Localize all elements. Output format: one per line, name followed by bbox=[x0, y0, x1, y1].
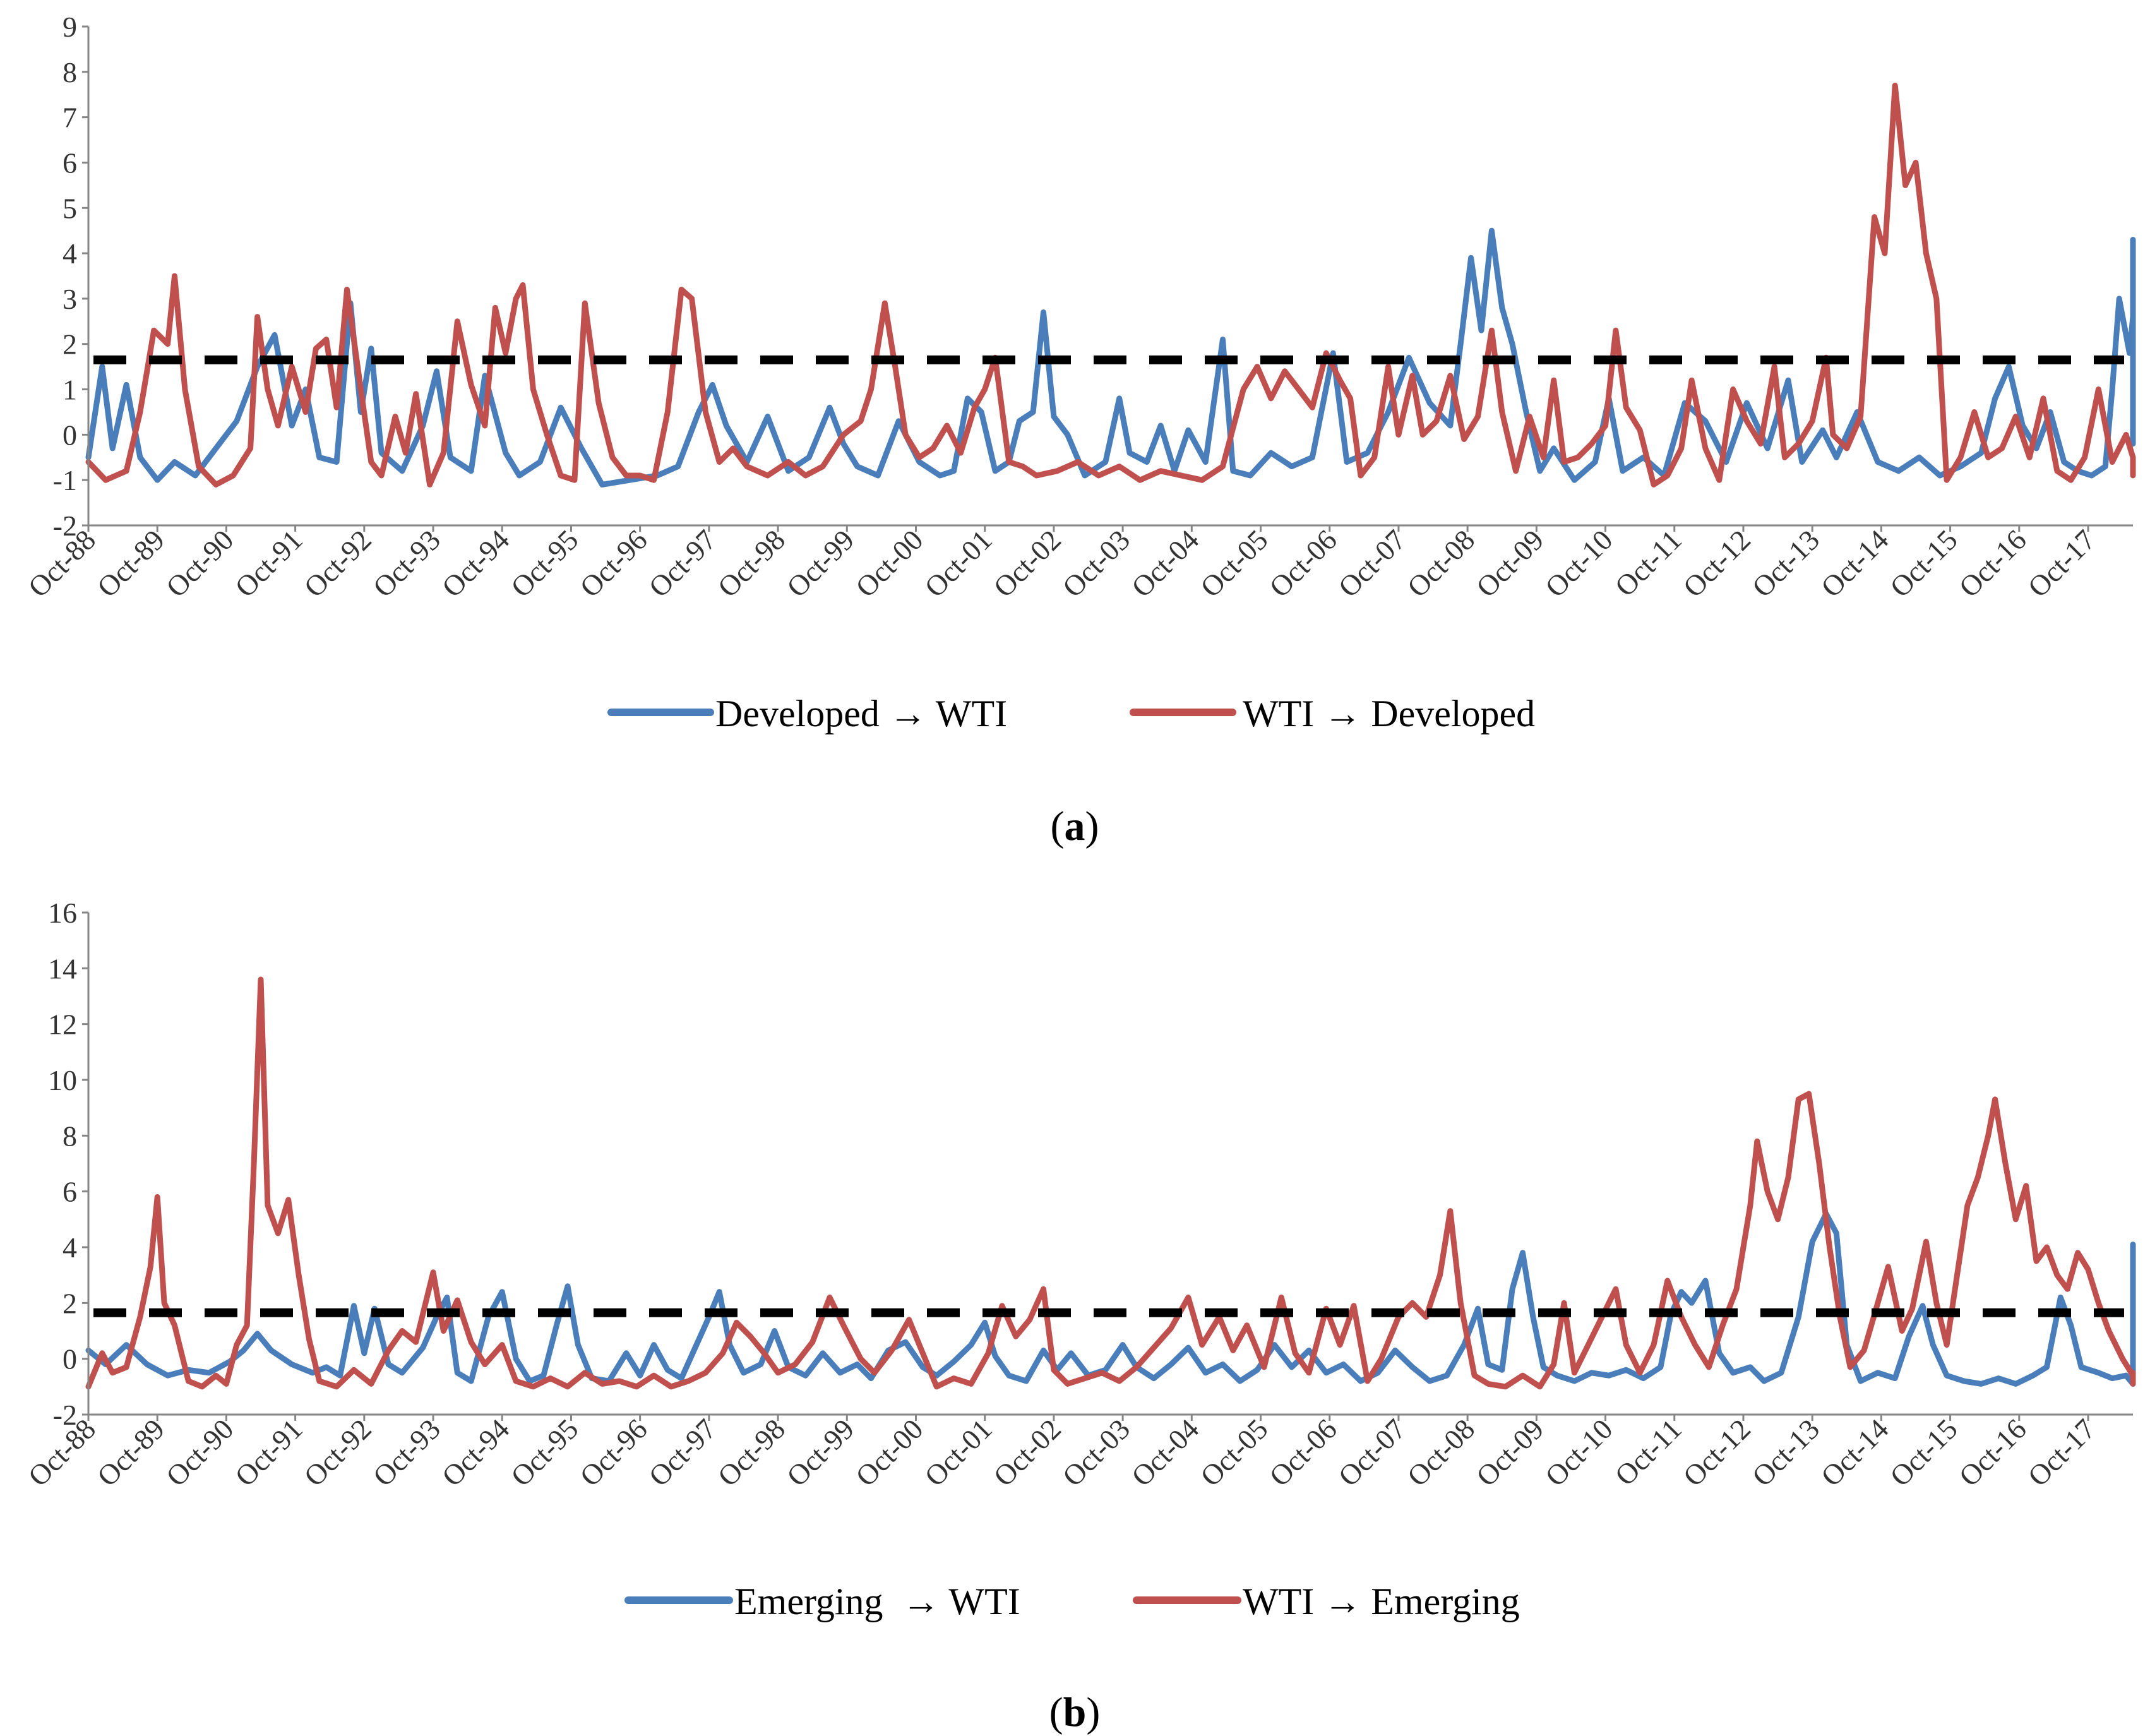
legend-b-label-wti-to-emerging: WTI → Emerging bbox=[1243, 1581, 1520, 1622]
y-tick-label: 5 bbox=[63, 192, 77, 224]
y-tick-label: 14 bbox=[48, 952, 77, 985]
y-tick-label: 10 bbox=[48, 1064, 77, 1096]
y-tick-label: 6 bbox=[63, 147, 77, 179]
y-tick-label: 8 bbox=[63, 56, 77, 88]
y-tick-label: 4 bbox=[63, 1231, 77, 1264]
y-tick-label: -2 bbox=[53, 510, 77, 542]
legend-a-label-developed-to-wti: Developed → WTI bbox=[715, 693, 1007, 734]
y-tick-label: 0 bbox=[63, 1343, 77, 1375]
y-tick-label: -2 bbox=[53, 1399, 77, 1431]
series-line-wti-to-emerging bbox=[85, 976, 2136, 1390]
panel-b-y-tick-labels: -2 0 2 4 6 8 10 12 14 16 bbox=[48, 897, 88, 1431]
series-line-emerging-to-wti bbox=[85, 1211, 2136, 1387]
y-tick-label: 7 bbox=[63, 102, 77, 134]
panel-a-legend: Developed → WTI WTI → Developed bbox=[607, 693, 1535, 734]
series-line-developed-to-wti bbox=[85, 227, 2136, 488]
y-tick-label: 2 bbox=[63, 328, 77, 361]
panel-a-caption: (a) bbox=[1051, 803, 1099, 849]
y-tick-label: 4 bbox=[63, 237, 77, 270]
y-tick-label: 6 bbox=[63, 1176, 77, 1208]
y-tick-label: 3 bbox=[63, 283, 77, 315]
y-tick-label: 2 bbox=[63, 1287, 77, 1319]
panel-a-y-tick-labels: -2 -1 0 1 2 3 4 5 6 7 8 9 bbox=[53, 11, 88, 542]
panel-a-series-layer bbox=[85, 82, 2136, 488]
panel-b-caption: (b) bbox=[1049, 1689, 1101, 1735]
panel-b-legend: Emerging → WTI WTI → Emerging bbox=[624, 1581, 1520, 1622]
legend-a-label-wti-to-developed: WTI → Developed bbox=[1243, 693, 1535, 734]
y-tick-label: 12 bbox=[48, 1009, 77, 1041]
y-tick-label: 16 bbox=[48, 897, 77, 929]
panel-b-caption-letter: b bbox=[1063, 1689, 1087, 1735]
legend-b-label-emerging-to-wti: Emerging → WTI bbox=[734, 1581, 1020, 1622]
y-tick-label: 0 bbox=[63, 419, 77, 451]
y-tick-label: 1 bbox=[63, 374, 77, 406]
series-line-wti-to-developed bbox=[85, 82, 2136, 488]
panel-a-caption-letter: a bbox=[1065, 803, 1085, 849]
panel-b-series-layer bbox=[85, 976, 2136, 1390]
y-tick-label: -1 bbox=[53, 464, 77, 496]
y-tick-label: 9 bbox=[63, 11, 77, 43]
y-tick-label: 8 bbox=[63, 1120, 77, 1152]
